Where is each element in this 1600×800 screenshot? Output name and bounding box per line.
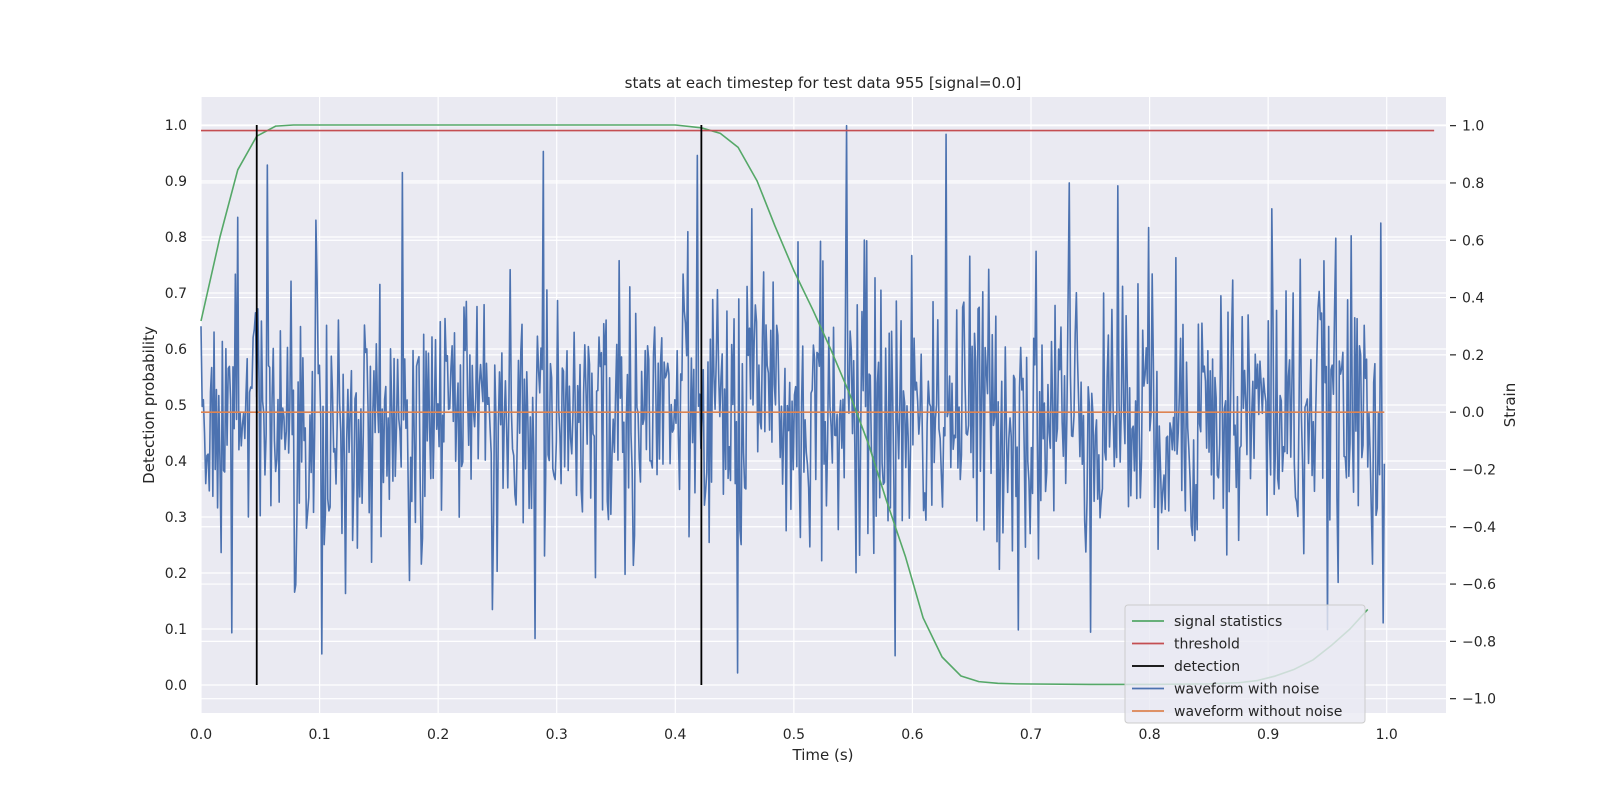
chart-title: stats at each timestep for test data 955… — [625, 74, 1022, 92]
y-axis-right-label: Strain — [1501, 383, 1519, 427]
x-tick-label: 0.0 — [190, 727, 212, 743]
x-tick-label: 0.6 — [901, 727, 923, 743]
y-left-tick-label: 0.5 — [165, 398, 187, 414]
y-right-tick-label: −0.2 — [1462, 462, 1496, 478]
ticks-layer: 0.0 0.1 0.2 0.3 0.4 0.5 0.6 0.7 0.8 0.9 1.0 0.0 0.1 0… — [165, 118, 1496, 743]
y-right-tick-label: −0.6 — [1462, 577, 1496, 593]
y-right-tick-label: 1.0 — [1462, 119, 1484, 135]
y-right-tick-label: 0.4 — [1462, 291, 1484, 307]
y-right-tick-label: −0.4 — [1462, 520, 1496, 536]
y-left-tick-label: 0.0 — [165, 678, 187, 694]
x-tick-label: 0.4 — [664, 727, 686, 743]
y-left-tick-label: 0.4 — [165, 454, 187, 470]
legend-entry-label: threshold — [1174, 637, 1240, 653]
y-left-tick-label: 1.0 — [165, 118, 187, 134]
x-axis-label: Time (s) — [792, 746, 854, 764]
legend-box — [1124, 604, 1366, 724]
legend: signal statistics threshold detection wavef… — [1124, 604, 1366, 724]
y-right-tick-label: 0.0 — [1462, 405, 1484, 421]
legend-entry-label: waveform with noise — [1174, 682, 1319, 698]
y-left-tick-label: 0.9 — [165, 174, 187, 190]
x-tick-label: 0.2 — [427, 727, 449, 743]
y-axis-left-label: Detection probability — [140, 326, 158, 484]
x-tick-label: 0.8 — [1138, 727, 1160, 743]
x-tick-label: 0.9 — [1257, 727, 1279, 743]
y-right-tick-label: 0.6 — [1462, 233, 1484, 249]
y-right-tick-label: −0.8 — [1462, 634, 1496, 650]
y-left-tick-label: 0.1 — [165, 622, 187, 638]
legend-entry-label: signal statistics — [1174, 614, 1282, 630]
y-left-tick-label: 0.8 — [165, 230, 187, 246]
y-left-tick-label: 0.2 — [165, 566, 187, 582]
legend-entry-label: detection — [1174, 659, 1240, 675]
series-waveform-with-noise — [200, 124, 1386, 674]
x-tick-label: 0.3 — [546, 727, 568, 743]
x-tick-label: 0.5 — [783, 727, 805, 743]
y-right-tick-label: 0.2 — [1462, 348, 1484, 364]
y-right-tick-label: −1.0 — [1462, 692, 1496, 708]
x-tick-label: 0.7 — [1020, 727, 1042, 743]
y-right-tick-label: 0.8 — [1462, 176, 1484, 192]
y-left-tick-label: 0.3 — [165, 510, 187, 526]
y-left-tick-label: 0.7 — [165, 286, 187, 302]
y-left-tick-label: 0.6 — [165, 342, 187, 358]
legend-entry-label: waveform without noise — [1174, 704, 1342, 720]
x-tick-label: 0.1 — [308, 727, 330, 743]
x-tick-label: 1.0 — [1376, 727, 1398, 743]
